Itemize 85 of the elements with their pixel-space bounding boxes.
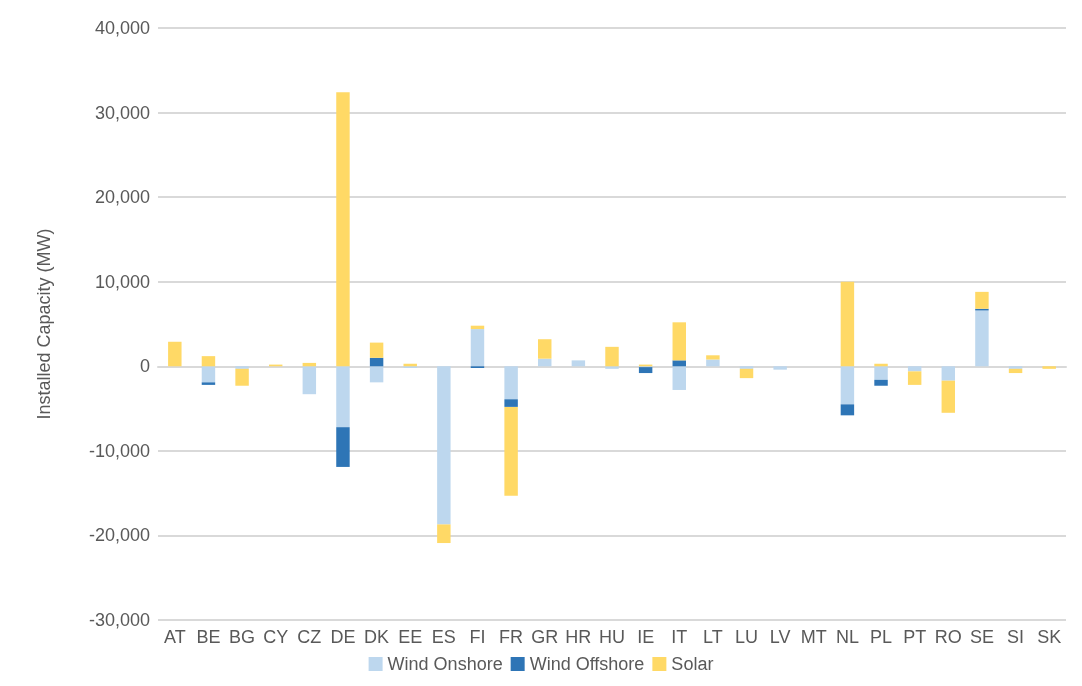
legend-label: Wind Offshore xyxy=(529,654,645,674)
bar xyxy=(302,366,317,395)
bar xyxy=(941,380,956,413)
bar xyxy=(605,366,619,369)
y-tick-label: 40,000 xyxy=(94,18,150,38)
x-tick-label: GR xyxy=(531,627,559,647)
bar xyxy=(504,366,518,400)
bar xyxy=(739,366,754,369)
bar xyxy=(739,368,754,379)
bar xyxy=(571,360,586,367)
bar xyxy=(369,366,384,383)
bar xyxy=(706,359,720,367)
bar xyxy=(975,310,989,367)
x-tick-label: LT xyxy=(703,627,723,647)
bar xyxy=(638,367,653,374)
bar xyxy=(437,524,451,544)
bar xyxy=(840,404,855,416)
x-tick-label: LV xyxy=(769,627,791,647)
x-tick-label: FR xyxy=(499,627,524,647)
y-axis-title: Installed Capacity (MW) xyxy=(34,228,54,420)
bar xyxy=(201,356,216,367)
bar xyxy=(504,406,518,496)
y-tick-label: 30,000 xyxy=(94,102,150,123)
bar xyxy=(538,339,552,359)
bar xyxy=(672,366,686,390)
bar xyxy=(605,346,619,367)
y-tick-label: -20,000 xyxy=(88,525,150,546)
x-tick-label: HU xyxy=(599,627,625,647)
bar xyxy=(201,382,216,385)
bar xyxy=(874,379,888,386)
bar xyxy=(672,360,686,367)
bar xyxy=(773,366,787,370)
bar xyxy=(336,366,350,428)
bar xyxy=(975,291,989,309)
bar xyxy=(369,357,384,367)
legend-label: Wind Onshore xyxy=(387,654,503,674)
x-tick-label: PL xyxy=(870,627,893,647)
bar xyxy=(504,399,518,407)
x-tick-label: AT xyxy=(163,627,186,647)
bar xyxy=(437,366,451,525)
x-tick-label: BG xyxy=(229,627,256,647)
x-tick-label: PT xyxy=(903,627,927,647)
legend-label: Solar xyxy=(671,654,714,674)
x-tick-label: MT xyxy=(800,627,827,647)
bar xyxy=(201,366,216,383)
x-tick-label: CZ xyxy=(297,627,322,647)
bar xyxy=(336,92,350,367)
x-tick-label: DK xyxy=(364,627,390,647)
bar xyxy=(1042,366,1056,369)
bar xyxy=(840,366,855,405)
y-tick-label: -30,000 xyxy=(88,610,150,630)
bar xyxy=(168,341,182,367)
x-tick-label: BE xyxy=(196,627,221,647)
x-tick-label: ES xyxy=(431,627,456,647)
bar xyxy=(235,368,249,386)
bar xyxy=(369,342,384,358)
bar xyxy=(235,366,249,369)
bar xyxy=(672,322,686,361)
bar xyxy=(907,371,922,385)
y-tick-label: -10,000 xyxy=(88,440,150,461)
x-tick-label: IT xyxy=(671,627,688,647)
x-tick-label: SE xyxy=(969,627,994,647)
x-tick-label: EE xyxy=(398,627,423,647)
bar xyxy=(840,281,855,367)
x-tick-label: IE xyxy=(637,627,655,647)
x-tick-label: DE xyxy=(330,627,356,647)
y-tick-label: 10,000 xyxy=(94,271,150,292)
bar xyxy=(470,329,485,367)
x-tick-label: HR xyxy=(565,627,592,647)
bar xyxy=(1008,368,1023,374)
bar xyxy=(1008,366,1023,369)
x-tick-label: RO xyxy=(934,627,962,647)
bar xyxy=(706,355,720,360)
x-tick-label: FI xyxy=(469,627,486,647)
x-tick-label: LU xyxy=(735,627,759,647)
bar xyxy=(941,366,956,381)
x-tick-label: SK xyxy=(1037,627,1062,647)
x-tick-label: CY xyxy=(263,627,289,647)
bar xyxy=(336,427,350,467)
bar xyxy=(874,366,888,380)
bar xyxy=(907,366,922,372)
x-tick-label: NL xyxy=(835,627,859,647)
y-tick-label: 0 xyxy=(139,356,150,377)
y-tick-label: 20,000 xyxy=(94,187,150,208)
x-tick-label: SI xyxy=(1007,627,1025,647)
